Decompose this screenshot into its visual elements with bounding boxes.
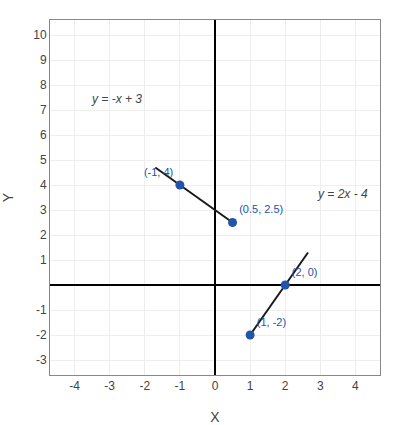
svg-text:8: 8	[40, 78, 47, 92]
svg-text:(1, -2): (1, -2)	[257, 316, 286, 328]
svg-text:-2: -2	[36, 328, 47, 342]
svg-text:-1: -1	[36, 303, 47, 317]
svg-text:Y: Y	[0, 192, 16, 202]
svg-text:5: 5	[40, 153, 47, 167]
svg-text:-3: -3	[36, 353, 47, 367]
svg-text:4: 4	[40, 178, 47, 192]
svg-text:(2, 0): (2, 0)	[292, 266, 318, 278]
svg-text:1: 1	[40, 253, 47, 267]
svg-text:2: 2	[282, 379, 289, 393]
svg-text:7: 7	[40, 103, 47, 117]
svg-text:-1: -1	[175, 379, 186, 393]
svg-text:-2: -2	[139, 379, 150, 393]
svg-text:y = 2x - 4: y = 2x - 4	[317, 187, 368, 201]
svg-text:9: 9	[40, 53, 47, 67]
svg-text:X: X	[210, 409, 220, 425]
svg-text:10: 10	[33, 28, 47, 42]
svg-text:3: 3	[40, 203, 47, 217]
svg-text:2: 2	[40, 228, 47, 242]
svg-text:-4: -4	[69, 379, 80, 393]
svg-text:3: 3	[317, 379, 324, 393]
svg-text:1: 1	[247, 379, 254, 393]
svg-text:4: 4	[352, 379, 359, 393]
svg-text:y = -x + 3: y = -x + 3	[91, 92, 142, 106]
svg-text:0: 0	[212, 379, 219, 393]
svg-text:(-1, 4): (-1, 4)	[144, 166, 173, 178]
svg-text:6: 6	[40, 128, 47, 142]
svg-text:-3: -3	[104, 379, 115, 393]
svg-text:(0.5, 2.5): (0.5, 2.5)	[239, 203, 283, 215]
